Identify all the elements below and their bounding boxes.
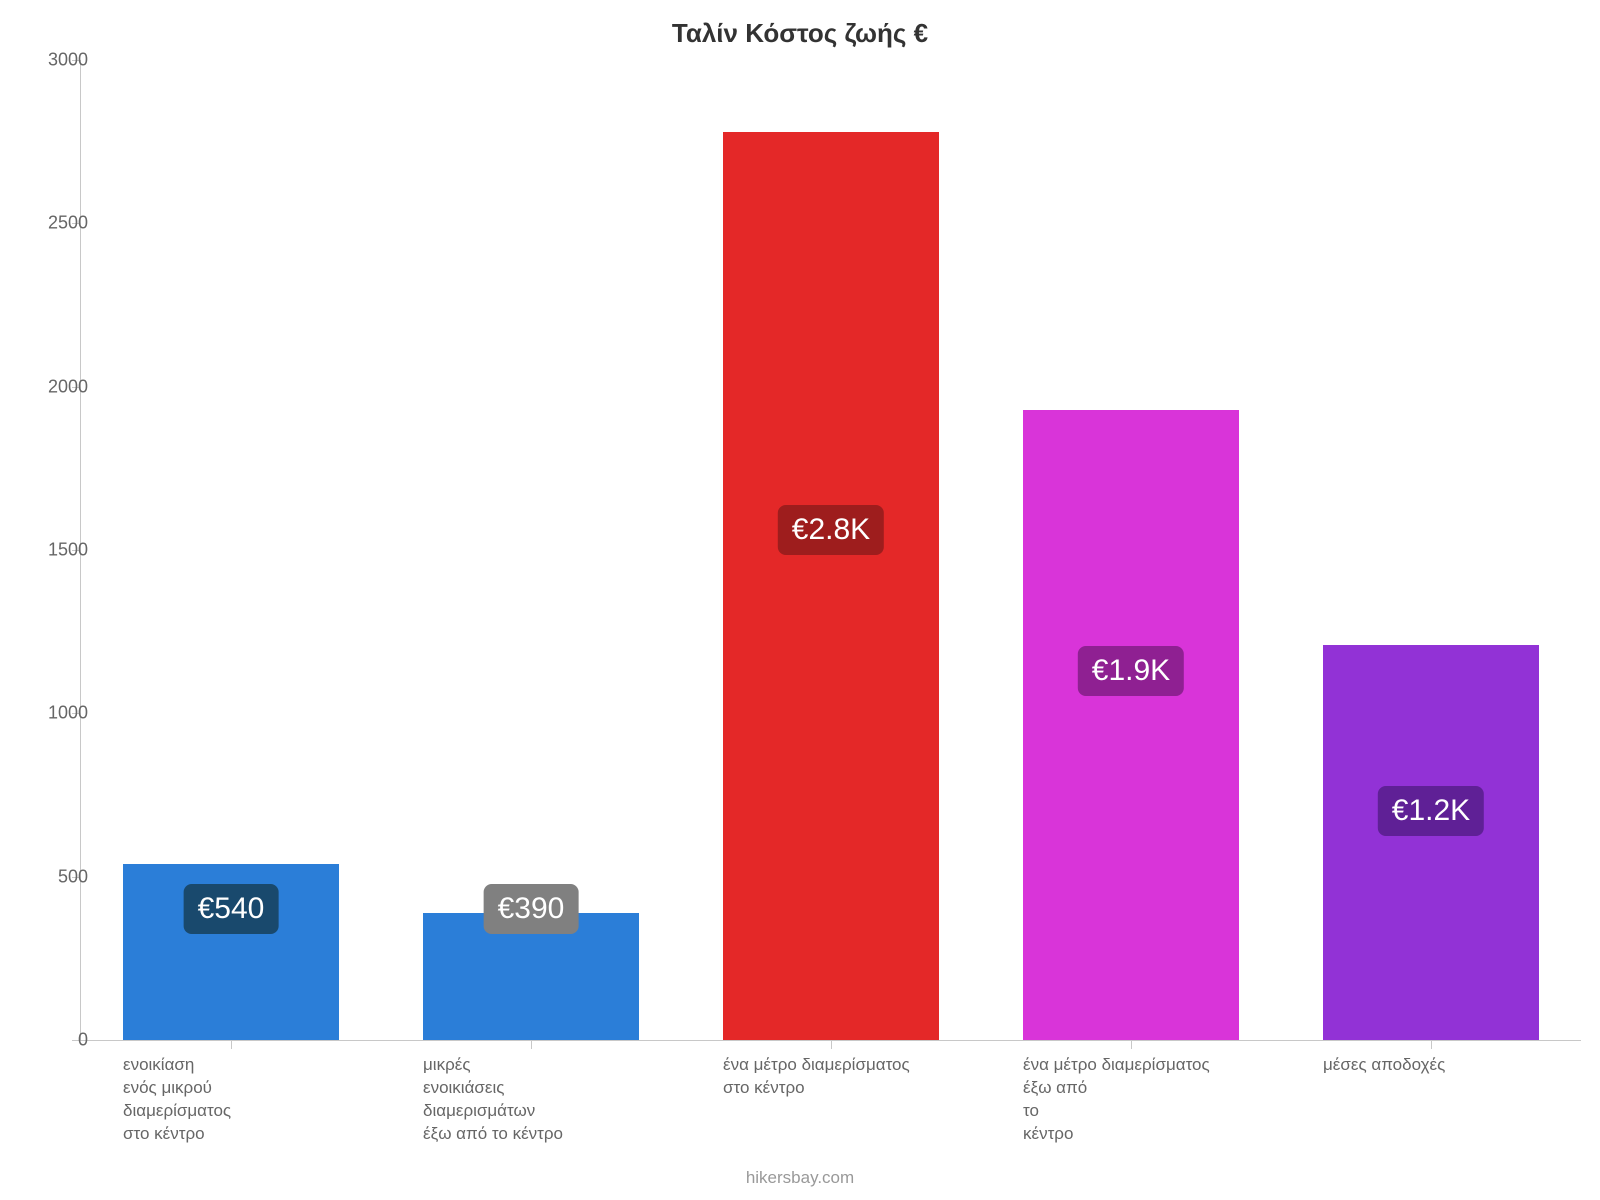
chart-title: Ταλίν Κόστος ζωής € [0,18,1600,49]
y-axis-label: 3000 [18,50,88,71]
value-badge: €390 [484,884,579,934]
bar [1023,410,1239,1040]
y-axis-label: 2500 [18,213,88,234]
y-axis-label: 1000 [18,703,88,724]
x-axis-label: ένα μέτρο διαμερίσματος στο κέντρο [723,1040,939,1100]
value-badge: €540 [184,884,279,934]
value-badge: €2.8K [778,505,884,555]
x-axis-label: ενοικίαση ενός μικρού διαμερίσματος στο … [123,1040,339,1146]
y-axis-label: 1500 [18,540,88,561]
bar [1323,645,1539,1040]
x-axis-label: ένα μέτρο διαμερίσματος έξω από το κέντρ… [1023,1040,1239,1146]
cost-of-living-chart: Ταλίν Κόστος ζωής € €540ενοικίαση ενός μ… [0,0,1600,1200]
x-axis-label: μέσες αποδοχές [1323,1040,1539,1077]
x-axis-label: μικρές ενοικιάσεις διαμερισμάτων έξω από… [423,1040,639,1146]
value-badge: €1.2K [1378,786,1484,836]
y-axis-label: 500 [18,866,88,887]
bar [723,132,939,1040]
plot-area: €540ενοικίαση ενός μικρού διαμερίσματος … [80,60,1581,1041]
y-axis-label: 0 [18,1030,88,1051]
y-axis-label: 2000 [18,376,88,397]
value-badge: €1.9K [1078,646,1184,696]
chart-credit: hikersbay.com [0,1168,1600,1188]
